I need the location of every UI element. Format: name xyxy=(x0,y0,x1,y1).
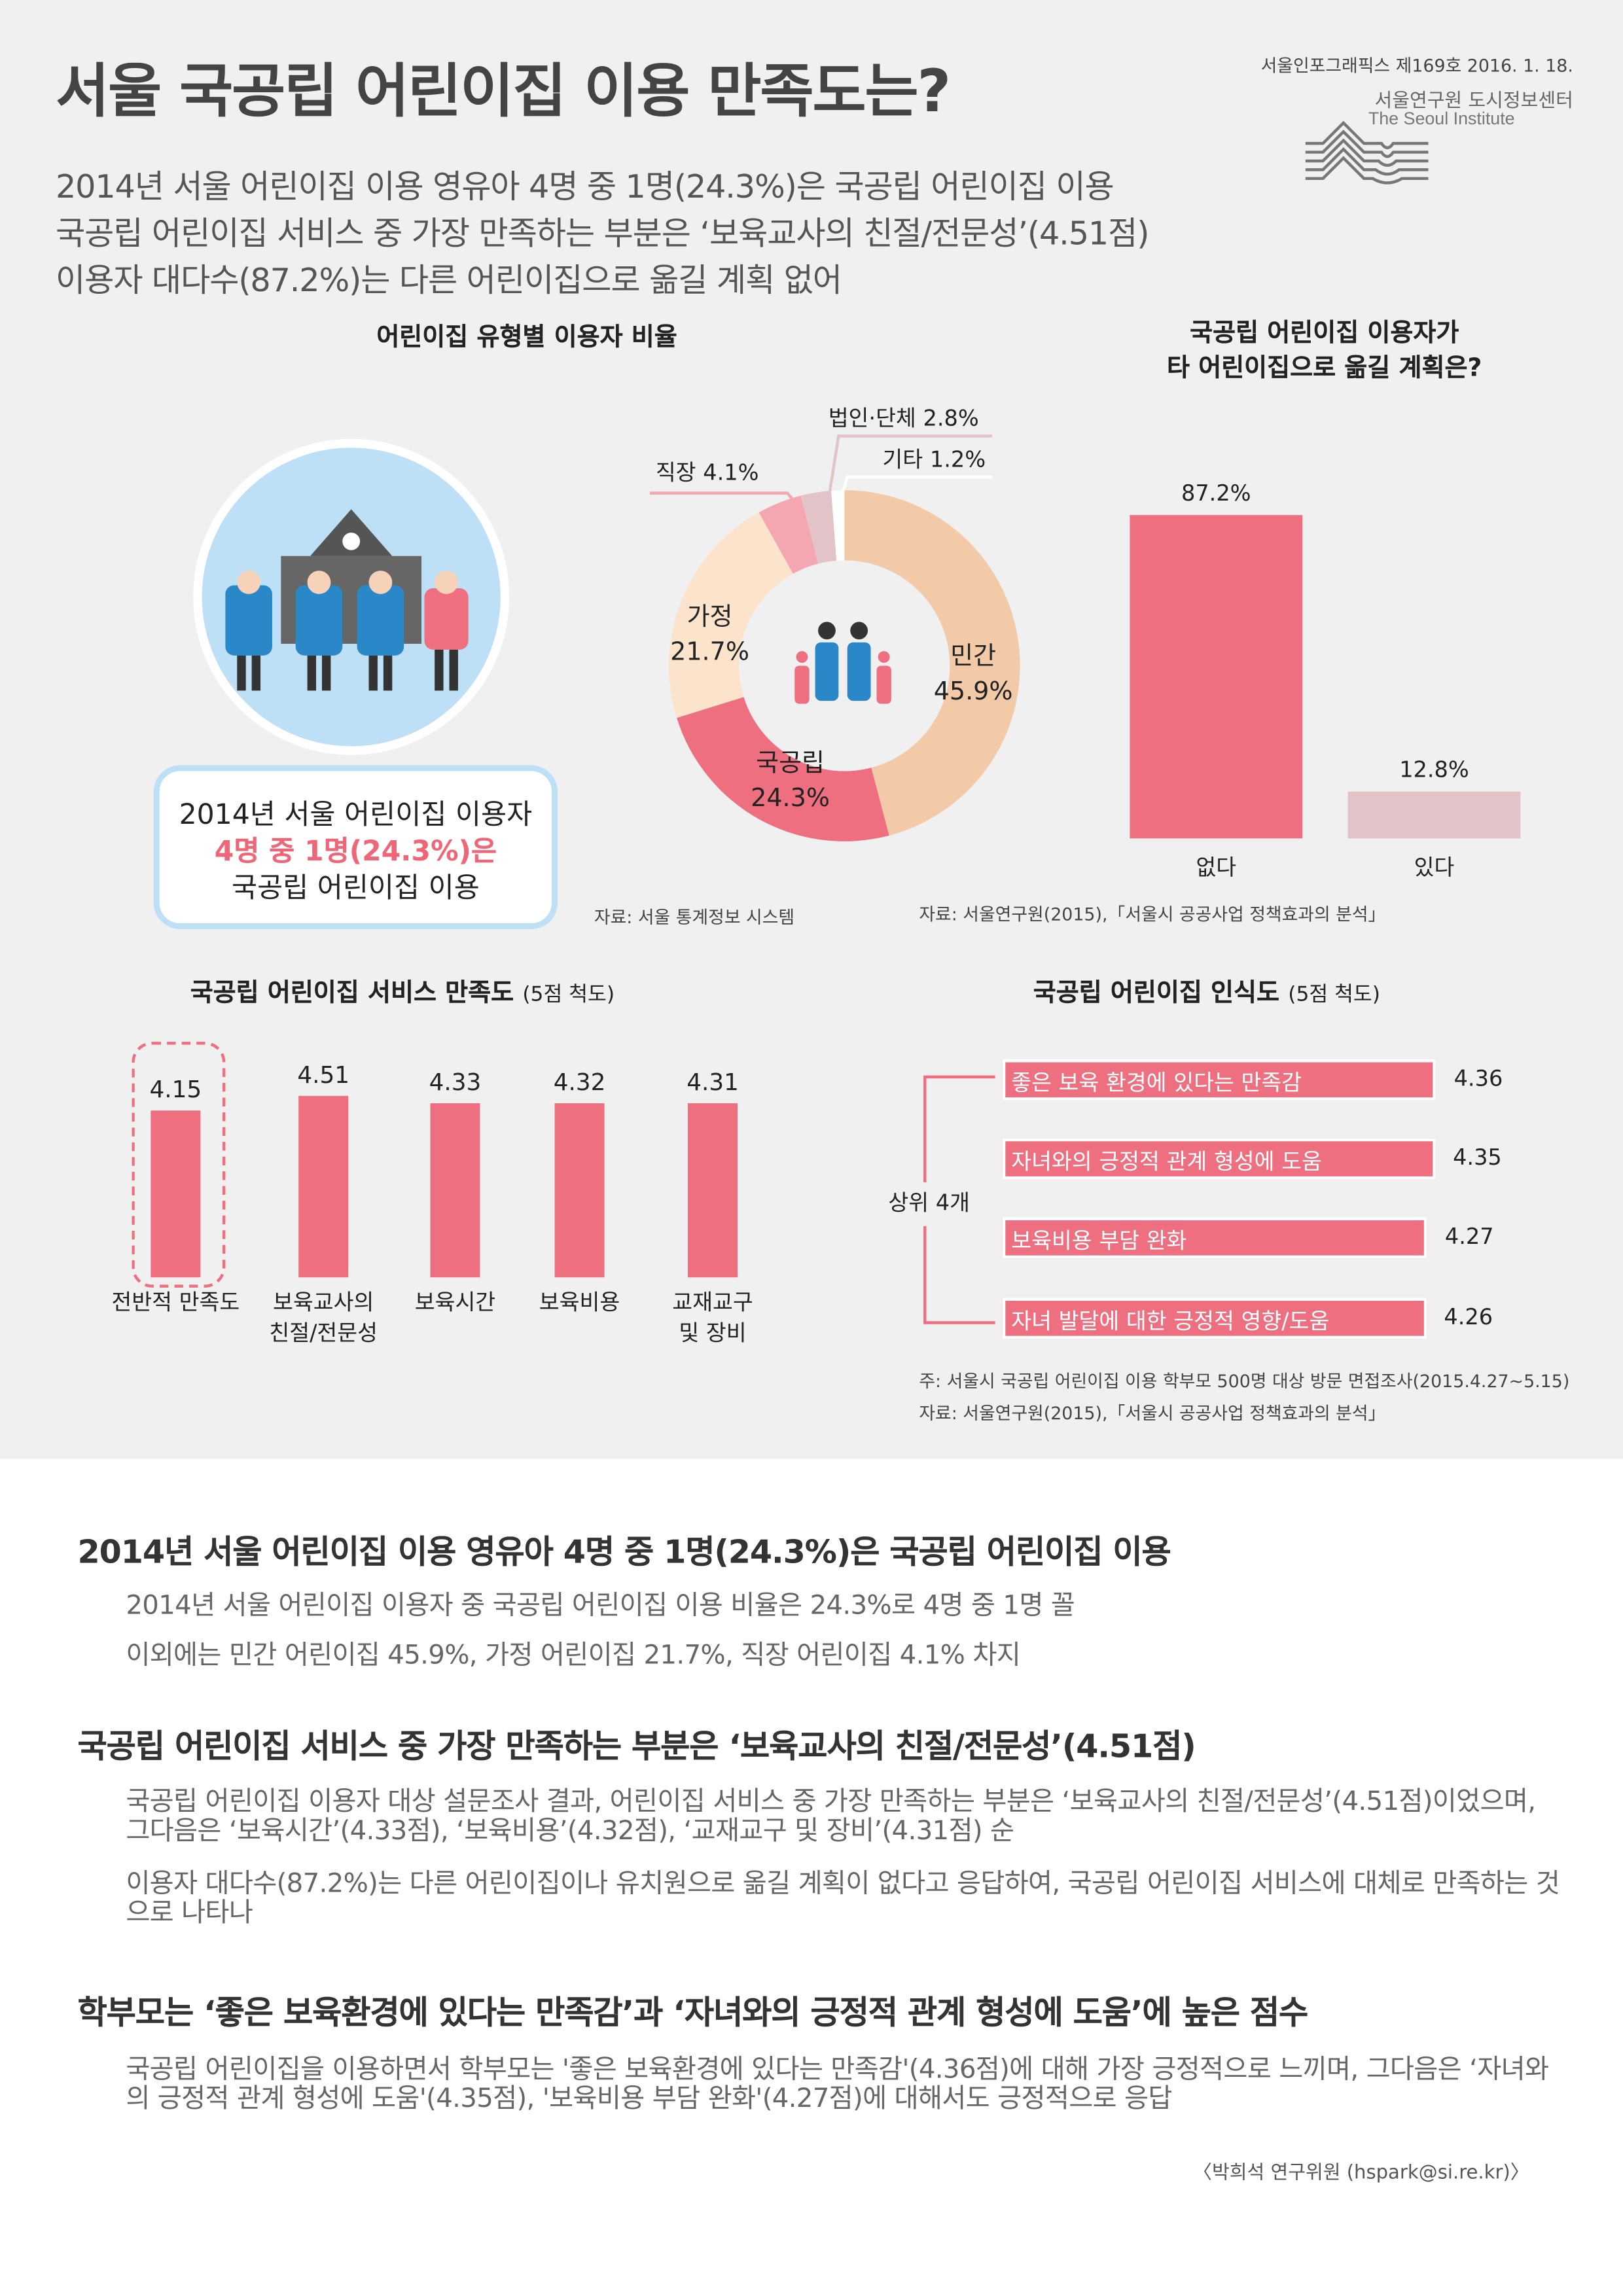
subtitle: 2014년 서울 어린이집 이용 영유아 4명 중 1명(24.3%)은 국공립… xyxy=(55,169,1115,207)
bar-category: 있다 xyxy=(1414,854,1455,881)
pie-slice-직장 xyxy=(758,495,819,574)
daycare-illustration xyxy=(193,438,510,755)
callout-box: 2014년 서울 어린이집 이용자 4명 중 1명(24.3%)은 국공립 어린… xyxy=(153,765,558,929)
pie-label-민간: 민간 45.9% xyxy=(933,642,1013,707)
pie-slice-법인·단체 xyxy=(800,490,837,564)
bar-value: 87.2% xyxy=(1181,480,1251,507)
pie-label-직장: 직장 4.1% xyxy=(655,459,759,486)
bar-category: 없다 xyxy=(1196,854,1237,881)
bar-없다 xyxy=(1130,515,1303,839)
pie-label-법인: 법인·단체 2.8% xyxy=(828,405,979,432)
family-icon xyxy=(794,622,891,704)
satisfaction-title: 국공립 어린이집 서비스 만족도 (5점 척도) xyxy=(190,979,615,1008)
bar-있다 xyxy=(1347,790,1521,839)
section-heading: 국공립 어린이집 서비스 중 가장 만족하는 부분은 ‘보육교사의 친절/전문성… xyxy=(77,1729,1196,1767)
category-line: 친절/전문성 xyxy=(269,1320,378,1347)
hbar-1: 좋은 보육 환경에 있다는 만족감 xyxy=(1002,1059,1436,1101)
page-title: 서울 국공립 어린이집 이용 만족도는? xyxy=(55,58,951,126)
hbar-3: 보육비용 부담 완화 xyxy=(1002,1217,1428,1259)
section-paragraph: 2014년 서울 어린이집 이용자 중 국공립 어린이집 이용 비율은 24.3… xyxy=(126,1590,1075,1621)
bracket xyxy=(923,1075,995,1324)
pie-slice-국공립 xyxy=(677,697,889,841)
callout-highlight: 4명 중 1명(24.3%)은 xyxy=(214,835,497,868)
seoul-institute-logo xyxy=(1305,120,1429,185)
pie-label-가정: 가정 21.7% xyxy=(670,603,749,667)
bar-category: 보육시간 xyxy=(374,1288,535,1318)
highlight-frame xyxy=(132,1042,226,1288)
pie-slice-기타 xyxy=(831,490,845,561)
callout-line: 국공립 어린이집 이용 xyxy=(231,872,480,904)
hbar-4: 자녀 발달에 대한 긍정적 영향/도움 xyxy=(1002,1298,1427,1339)
bar-전반적 만족도 xyxy=(151,1110,201,1278)
category-line: 보육비용 xyxy=(539,1289,620,1316)
author-credit: 〈박희석 연구위원 (hspark@si.re.kr)〉 xyxy=(1192,2163,1529,2185)
pie-chart xyxy=(668,490,1020,841)
move-plan-title: 국공립 어린이집 이용자가 타 어린이집으로 옮길 계획은? xyxy=(1167,319,1482,383)
pie-title: 어린이집 유형별 이용자 비율 xyxy=(376,323,677,353)
category-line: 교재교구 xyxy=(672,1289,753,1316)
bar-value: 4.31 xyxy=(687,1069,739,1097)
hbar-2: 자녀와의 긍정적 관계 형성에 도움 xyxy=(1002,1138,1436,1180)
group-label: 상위 4개 xyxy=(888,1190,970,1216)
perception-title: 국공립 어린이집 인식도 (5점 척도) xyxy=(1033,979,1380,1008)
bar-value: 4.32 xyxy=(553,1068,606,1097)
section-paragraph: 국공립 어린이집을 이용하면서 학부모는 '좋은 보육환경에 있다는 만족감'(… xyxy=(126,2054,1549,2115)
move-source: 자료: 서울연구원(2015),「서울시 공공사업 정책효과의 분석」 xyxy=(919,904,1386,925)
perception-source: 자료: 서울연구원(2015),「서울시 공공사업 정책효과의 분석」 xyxy=(919,1403,1386,1424)
bar-보육교사의 친절/전문성 xyxy=(298,1095,349,1278)
subtitle: 국공립 어린이집 서비스 중 가장 만족하는 부분은 ‘보육교사의 친절/전문성… xyxy=(55,216,1149,253)
perception-note: 주: 서울시 국공립 어린이집 이용 학부모 500명 대상 방문 면접조사(2… xyxy=(919,1371,1570,1392)
section-paragraph: 이용자 대다수(87.2%)는 다른 어린이집이나 유치원으로 옮길 계획이 없… xyxy=(126,1868,1560,1929)
org-name-en: The Seoul Institute xyxy=(1368,108,1515,129)
hbar-value: 4.36 xyxy=(1454,1065,1503,1092)
bar-value: 12.8% xyxy=(1399,756,1469,783)
pie-label-기타: 기타 1.2% xyxy=(882,446,986,473)
pie-label-국공립: 국공립 24.3% xyxy=(751,749,830,814)
section-paragraph: 이외에는 민간 어린이집 45.9%, 가정 어린이집 21.7%, 직장 어린… xyxy=(126,1640,1021,1671)
bar-value: 4.15 xyxy=(149,1075,202,1103)
pie-value: 4.1% xyxy=(703,459,759,486)
section-heading: 학부모는 ‘좋은 보육환경에 있다는 만족감’과 ‘자녀와의 긍정적 관계 형성… xyxy=(77,1996,1309,2033)
bar-교재교구 및 장비 xyxy=(688,1104,738,1278)
category-line: 보육시간 xyxy=(414,1289,496,1316)
bar-category: 전반적 만족도 xyxy=(95,1288,256,1318)
bar-category: 보육비용 xyxy=(499,1288,660,1318)
bar-보육비용 xyxy=(554,1103,605,1278)
callout-line: 2014년 서울 어린이집 이용자 xyxy=(179,798,533,832)
pie-slice-민간 xyxy=(844,490,1020,836)
org-name: 서울연구원 도시정보센터 xyxy=(1374,90,1573,113)
pie-leaders xyxy=(649,434,993,503)
hbar-value: 4.26 xyxy=(1444,1303,1493,1330)
pie-center xyxy=(739,560,950,771)
hbar-value: 4.27 xyxy=(1444,1223,1494,1250)
category-line: 보육교사의 xyxy=(273,1289,374,1316)
category-line: 전반적 만족도 xyxy=(111,1289,240,1316)
pie-slice-가정 xyxy=(668,512,793,718)
category-line: 및 장비 xyxy=(679,1320,747,1347)
bar-value: 4.51 xyxy=(297,1061,350,1089)
issue-info: 서울인포그래픽스 제169호 2016. 1. 18. xyxy=(1260,55,1573,77)
subtitle: 이용자 대다수(87.2%)는 다른 어린이집으로 옮길 계획 없어 xyxy=(55,263,842,300)
hbar-value: 4.35 xyxy=(1453,1144,1502,1171)
bar-보육시간 xyxy=(430,1103,480,1278)
pie-source: 자료: 서울 통계정보 시스템 xyxy=(594,907,795,928)
section-paragraph: 국공립 어린이집 이용자 대상 설문조사 결과, 어린이집 서비스 중 가장 만… xyxy=(126,1786,1536,1847)
section-heading: 2014년 서울 어린이집 이용 영유아 4명 중 1명(24.3%)은 국공립… xyxy=(77,1534,1171,1572)
bar-value: 4.33 xyxy=(429,1068,482,1096)
